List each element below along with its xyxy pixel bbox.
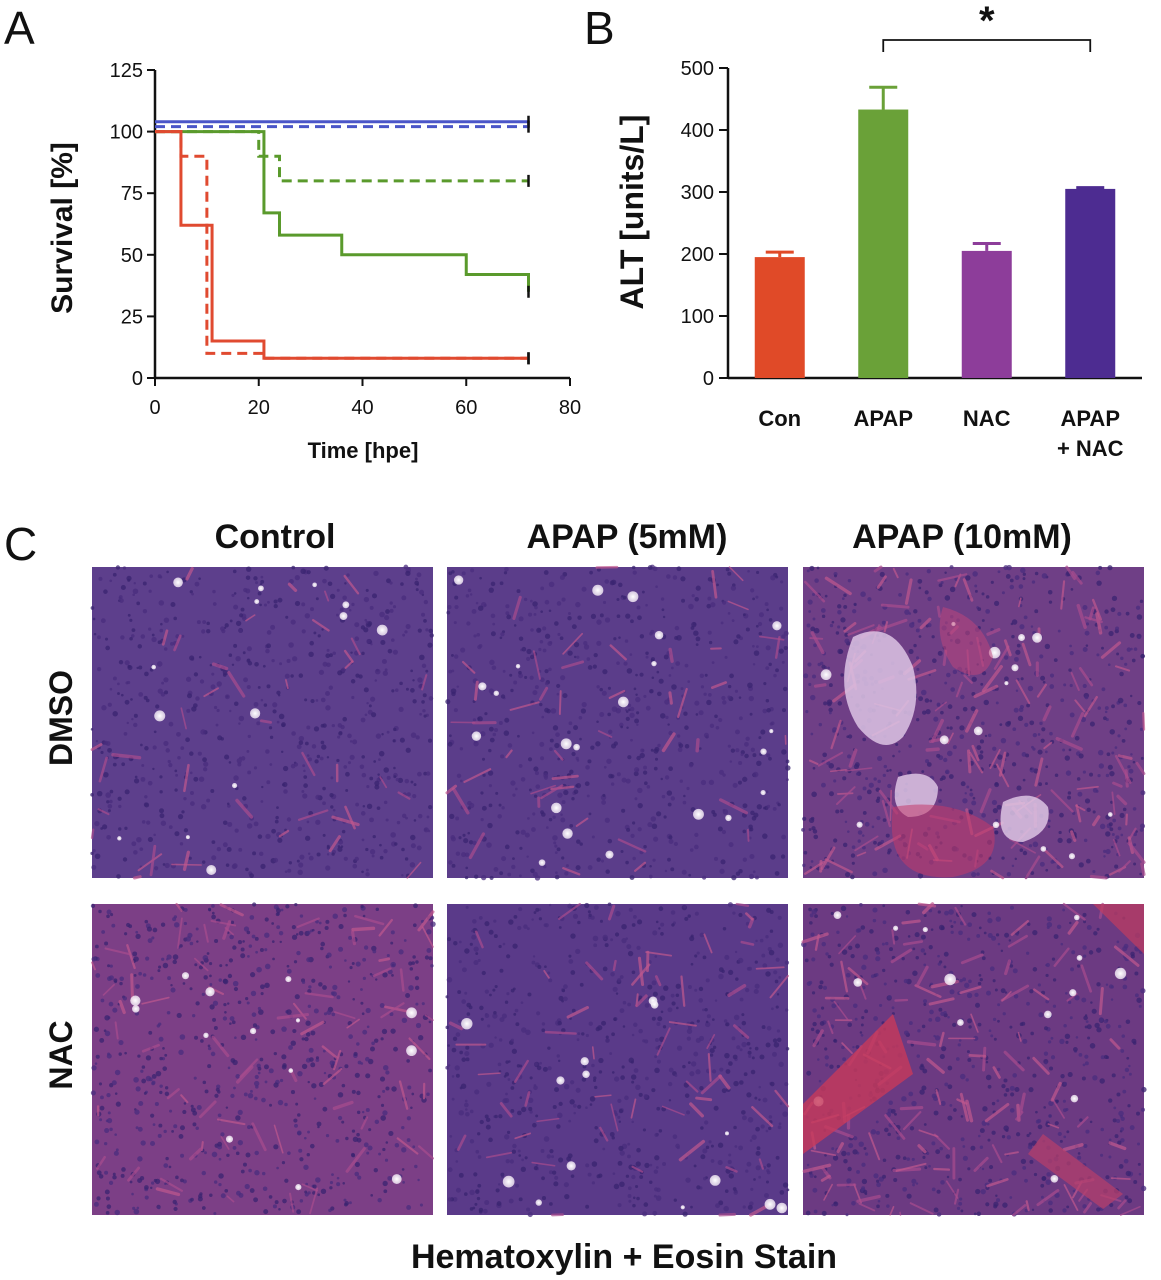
significance-bracket [882, 39, 1092, 52]
alt-y-tick-label: 0 [703, 368, 714, 390]
histology-tile-1-0 [90, 902, 436, 1216]
survival-x-tick-label: 40 [351, 397, 373, 419]
column-header-apap-10mm: APAP (10mM) [852, 518, 1072, 556]
stain-caption: Hematoxylin + Eosin Stain [411, 1238, 837, 1276]
alt-y-tick-label: 500 [681, 58, 714, 80]
alt-category-label: NAC [963, 406, 1011, 431]
row-header-dmso: DMSO [43, 670, 79, 766]
histology-tile-1-1 [445, 902, 790, 1218]
row-header-nac: NAC [43, 1020, 79, 1089]
alt-y-tick-label: 300 [681, 182, 714, 204]
panel-letter-c: C [4, 518, 37, 570]
survival-y-tick-label: 125 [110, 60, 143, 82]
alt-bar-1 [858, 109, 909, 378]
histology-tile-0-0 [90, 564, 434, 880]
alt-category-label: APAP [854, 406, 914, 431]
survival-y-tick-label: 50 [121, 245, 143, 267]
alt-y-tick-label: 400 [681, 120, 714, 142]
survival-series-3 [155, 130, 529, 183]
survival-x-axis-label: Time [hpe] [308, 438, 419, 463]
survival-x-tick-label: 80 [559, 397, 581, 419]
survival-series-2 [155, 130, 530, 292]
survival-y-axis-label: Survival [%] [46, 142, 79, 314]
survival-y-tick-label: 75 [121, 183, 143, 205]
histology-tile-0-2 [801, 564, 1146, 880]
survival-x-tick-label: 20 [248, 397, 270, 419]
alt-bar-2 [961, 250, 1012, 378]
histology-grid: Control APAP (5mM) APAP (10mM) DMSO NAC … [43, 518, 1147, 1276]
survival-x-tick-label: 0 [149, 397, 160, 419]
column-header-apap-5mm: APAP (5mM) [527, 518, 728, 556]
alt-y-tick-label: 200 [681, 244, 714, 266]
column-header-control: Control [215, 518, 336, 556]
alt-category-label: Con [758, 406, 801, 431]
survival-chart: 0 25 50 75 100 125 0 20 40 60 80 Survival [%] Time… [46, 60, 581, 463]
alt-category-label: + NAC [1057, 436, 1124, 461]
survival-y-tick-label: 0 [132, 368, 143, 390]
histology-tile-0-1 [445, 564, 791, 881]
alt-bar-chart: 0 100 200 300 400 500 Con APAP NAC APAP + NAC * A… [614, 0, 1142, 461]
significance-marker: * [979, 0, 995, 43]
alt-bar-0 [754, 257, 805, 378]
survival-y-tick-label: 25 [121, 306, 143, 328]
alt-y-tick-label: 100 [681, 306, 714, 328]
histology-tile-1-2 [801, 902, 1147, 1217]
panel-letter-a: A [4, 2, 35, 54]
survival-x-tick-label: 60 [455, 397, 477, 419]
survival-y-tick-label: 100 [110, 122, 143, 144]
panel-letter-b: B [584, 2, 615, 54]
alt-y-axis-label: ALT [units/L] [614, 115, 650, 310]
alt-category-label: APAP [1061, 406, 1121, 431]
alt-bar-3 [1065, 188, 1116, 378]
